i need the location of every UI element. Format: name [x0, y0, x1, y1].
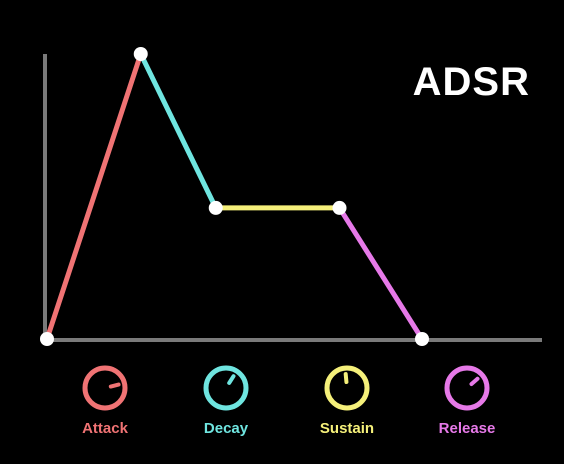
- decay-knob-pointer: [227, 374, 236, 385]
- release-segment: [337, 205, 425, 342]
- decay-knob: [203, 365, 249, 411]
- sustain-end-node: [332, 200, 347, 215]
- release-knob-pointer: [469, 376, 480, 387]
- release-knob: [444, 365, 490, 411]
- attack-segment: [44, 51, 144, 342]
- sustain-knob: [324, 365, 370, 411]
- attack-label: Attack: [82, 420, 128, 437]
- decay-segment: [138, 51, 219, 211]
- sustain-start-node: [208, 200, 223, 215]
- release-label: Release: [438, 420, 496, 437]
- attack-knob-pointer: [108, 382, 121, 389]
- attack-knob: [82, 365, 128, 411]
- decay-label: Decay: [203, 420, 249, 437]
- sustain-label: Sustain: [319, 420, 375, 437]
- end-node: [415, 332, 429, 346]
- diagram-title: ADSR: [412, 60, 530, 104]
- sustain-knob-pointer: [343, 372, 349, 385]
- start-node: [40, 332, 54, 346]
- peak-node: [133, 47, 148, 61]
